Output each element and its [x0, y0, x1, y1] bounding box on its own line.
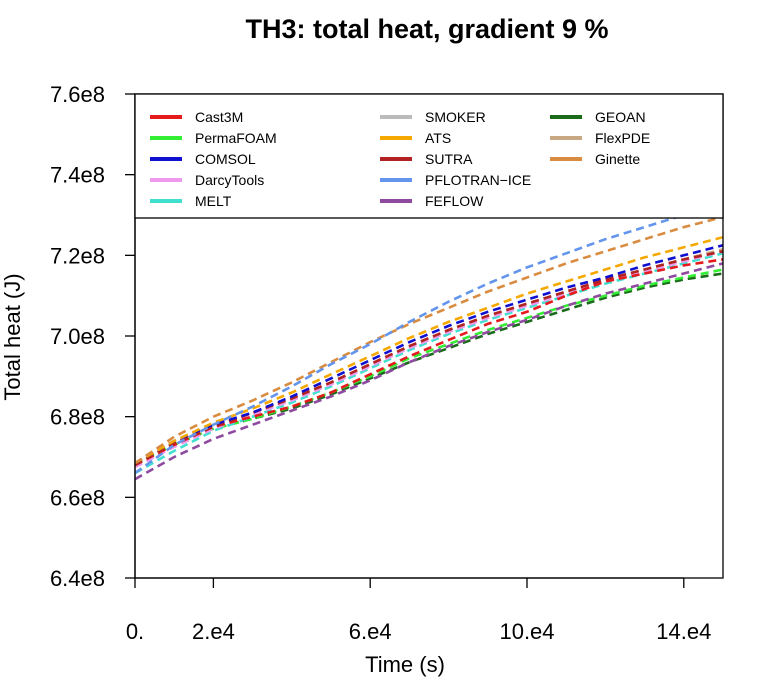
x-axis-label: Time (s): [365, 652, 445, 677]
series-layer: [135, 218, 723, 481]
legend-label: Cast3M: [195, 109, 243, 125]
series-line-feflow: [135, 262, 723, 481]
series-line-comsol: [135, 244, 723, 465]
y-tick-label: 7.6e8: [50, 82, 105, 107]
y-tick-label: 7.0e8: [50, 324, 105, 349]
series-line-flexpde: [135, 248, 723, 467]
y-tick-label: 7.2e8: [50, 243, 105, 268]
y-axis: 6.4e8 6.6e8 6.8e8 7.0e8 7.2e8 7.4e8 7.6e8: [50, 82, 136, 591]
legend-label: PFLOTRAN−ICE: [425, 172, 531, 188]
legend-box: [134, 93, 724, 219]
series-line-melt: [135, 252, 723, 475]
x-axis: 0. 2.e4 6.e4 10.e4 14.e4: [126, 577, 711, 644]
legend-label: PermaFOAM: [195, 130, 277, 146]
series-line-ginette: [135, 218, 723, 465]
series-line-smoker: [135, 248, 723, 467]
legend-label: FEFLOW: [425, 193, 484, 209]
chart-title: TH3: total heat, gradient 9 %: [245, 14, 608, 44]
legend-label: GEOAN: [595, 109, 646, 125]
legend-label: Ginette: [595, 151, 640, 167]
y-tick-label: 6.8e8: [50, 405, 105, 430]
legend-label: SUTRA: [425, 151, 473, 167]
legend-label: ATS: [425, 130, 451, 146]
legend-label: FlexPDE: [595, 130, 650, 146]
legend-label: MELT: [195, 193, 232, 209]
x-tick-label: 2.e4: [192, 619, 235, 644]
legend-label: SMOKER: [425, 109, 486, 125]
x-tick-label: 14.e4: [656, 619, 711, 644]
y-axis-label: Total heat (J): [0, 273, 25, 400]
x-tick-label: 10.e4: [499, 619, 554, 644]
series-line-pflotran-ice: [135, 218, 679, 475]
y-tick-label: 6.4e8: [50, 566, 105, 591]
y-tick-label: 7.4e8: [50, 163, 105, 188]
series-line-cast3m: [135, 258, 723, 467]
x-tick-label: 0.: [126, 619, 144, 644]
x-tick-label: 6.e4: [349, 619, 392, 644]
series-line-ats: [135, 235, 723, 465]
legend-label: DarcyTools: [195, 172, 264, 188]
legend-label: COMSOL: [195, 151, 256, 167]
series-line-permafoam: [135, 268, 723, 465]
series-line-sutra: [135, 250, 723, 467]
legend: Cast3M PermaFOAM COMSOL DarcyTools MELT SMOKE…: [134, 93, 724, 219]
y-tick-label: 6.6e8: [50, 485, 105, 510]
